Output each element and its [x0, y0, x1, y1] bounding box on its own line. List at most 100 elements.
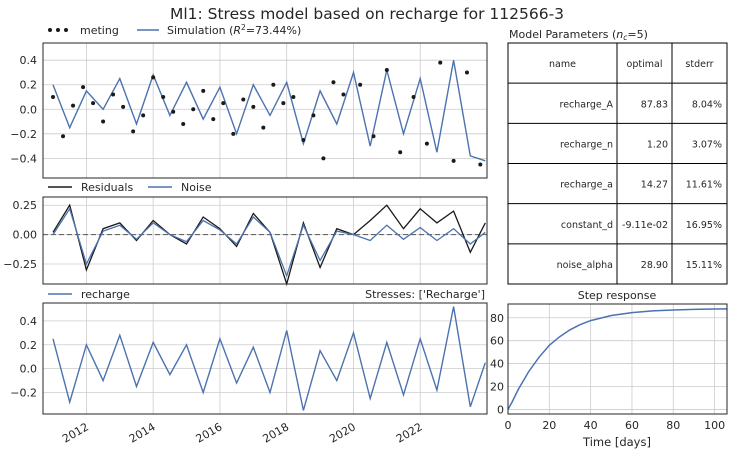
observation-point [384, 68, 389, 72]
x-tick-label: 60 [625, 419, 639, 432]
parameter-table-title: Model Parameters (nc=5) [509, 28, 648, 42]
head-grid [43, 43, 487, 178]
y-tick-label: 0 [497, 403, 504, 416]
observation-point [101, 119, 106, 124]
observation-point [321, 156, 326, 161]
observation-point [111, 92, 116, 97]
table-cell: 14.27 [641, 180, 668, 191]
legend-marker-meting [64, 28, 68, 32]
step-response-title: Step response [578, 289, 657, 302]
head-panel: −0.4 −0.2 0.0 0.2 0.4 [10, 42, 488, 179]
table-header-cell: optimal [627, 59, 663, 70]
y-tick-label: 20 [490, 381, 504, 394]
residuals-panel: −0.25 0.00 0.25 [3, 196, 488, 287]
observation-point [424, 141, 429, 146]
table-cell: recharge_A [560, 99, 614, 110]
observation-point [358, 82, 363, 87]
legend-label-residuals: Residuals [81, 181, 133, 194]
observation-point [271, 82, 276, 87]
y-tick-label: −0.2 [10, 128, 37, 141]
observation-point [181, 122, 186, 126]
residuals-grid [43, 197, 487, 284]
table-cell: recharge_a [560, 180, 613, 191]
observation-point [171, 109, 176, 114]
table-cell: 16.95% [686, 220, 722, 231]
observation-point [51, 95, 56, 99]
table-cell: 11.61% [686, 180, 722, 191]
observation-point [451, 158, 456, 163]
legend-label-simulation: Simulation (R2=73.44%) [167, 23, 301, 37]
observation-markers [51, 60, 483, 167]
y-tick-label: 0.2 [20, 79, 38, 92]
y-tick-label: 40 [490, 358, 504, 371]
table-header-cell: stderr [685, 59, 713, 70]
residuals-frame [42, 196, 488, 285]
x-tick-label: 20 [542, 419, 556, 432]
step-response-line [507, 308, 728, 410]
observation-point [161, 95, 166, 99]
observation-point [241, 97, 246, 102]
observation-point [71, 103, 76, 108]
observation-point [151, 75, 156, 80]
y-tick-label: 0.2 [20, 339, 38, 352]
step-response-x-ticks: 0 20 40 60 80 100 [505, 419, 726, 432]
table-cell: 28.90 [641, 260, 668, 271]
observation-point [221, 101, 226, 106]
y-tick-label: 0.0 [20, 363, 38, 376]
observation-point [261, 125, 266, 130]
observation-point [231, 131, 236, 136]
stress-panel: −0.2 0.0 0.2 0.4 2012 2014 2016 2018 2020 2022 [10, 302, 488, 446]
observation-point [131, 129, 136, 134]
figure-title: Ml1: Stress model based on recharge for … [170, 5, 564, 23]
table-cell: 8.04% [692, 99, 722, 110]
y-tick-label: 0.4 [20, 54, 38, 67]
table-cell: recharge_n [560, 139, 613, 150]
x-tick-label: 2016 [194, 420, 225, 445]
observation-point [191, 107, 196, 112]
table-cell: 3.07% [692, 139, 722, 150]
observation-point [371, 134, 376, 139]
y-tick-label: 0.0 [20, 103, 38, 116]
x-tick-label: 2020 [327, 420, 358, 445]
stress-frame [42, 302, 488, 415]
x-tick-label: 80 [666, 419, 680, 432]
step-response-frame [507, 303, 728, 415]
table-cell: noise_alpha [557, 260, 613, 271]
x-tick-label: 100 [704, 419, 725, 432]
legend-marker-meting [56, 28, 60, 32]
observation-point [91, 101, 96, 106]
legend-marker-meting [48, 28, 52, 32]
observation-point [311, 113, 316, 118]
observation-point [398, 150, 403, 155]
y-tick-label: −0.4 [10, 152, 37, 165]
y-tick-label: 0.00 [13, 229, 38, 242]
observation-point [61, 134, 66, 139]
stress-y-ticks: −0.2 0.0 0.2 0.4 [10, 315, 37, 400]
table-cell: 15.11% [686, 260, 722, 271]
observation-point [411, 95, 416, 99]
observation-point [464, 70, 469, 75]
head-frame [42, 42, 488, 179]
observation-point [281, 101, 286, 106]
x-tick-label: 40 [584, 419, 598, 432]
observation-point [141, 113, 146, 118]
head-legend: meting Simulation (R2=73.44%) [48, 23, 301, 37]
x-tick-label: 2018 [260, 420, 291, 445]
observation-point [331, 80, 336, 85]
head-y-ticks: −0.4 −0.2 0.0 0.2 0.4 [10, 54, 37, 165]
observation-point [478, 162, 483, 167]
recharge-series-line [52, 306, 486, 411]
y-tick-label: 0.25 [13, 199, 38, 212]
x-tick-label: 2022 [394, 420, 425, 445]
residuals-y-ticks: −0.25 0.00 0.25 [3, 199, 37, 271]
step-response-xlabel: Time [days] [582, 435, 651, 449]
residuals-legend: Residuals Noise [48, 181, 212, 194]
noise-series-line [52, 207, 486, 278]
observation-point [121, 104, 126, 109]
observation-point [201, 88, 206, 93]
step-response-y-ticks: 0 20 40 60 80 [490, 312, 504, 417]
legend-label-recharge: recharge [81, 288, 130, 301]
observation-point [438, 60, 443, 65]
y-tick-label: 60 [490, 335, 504, 348]
